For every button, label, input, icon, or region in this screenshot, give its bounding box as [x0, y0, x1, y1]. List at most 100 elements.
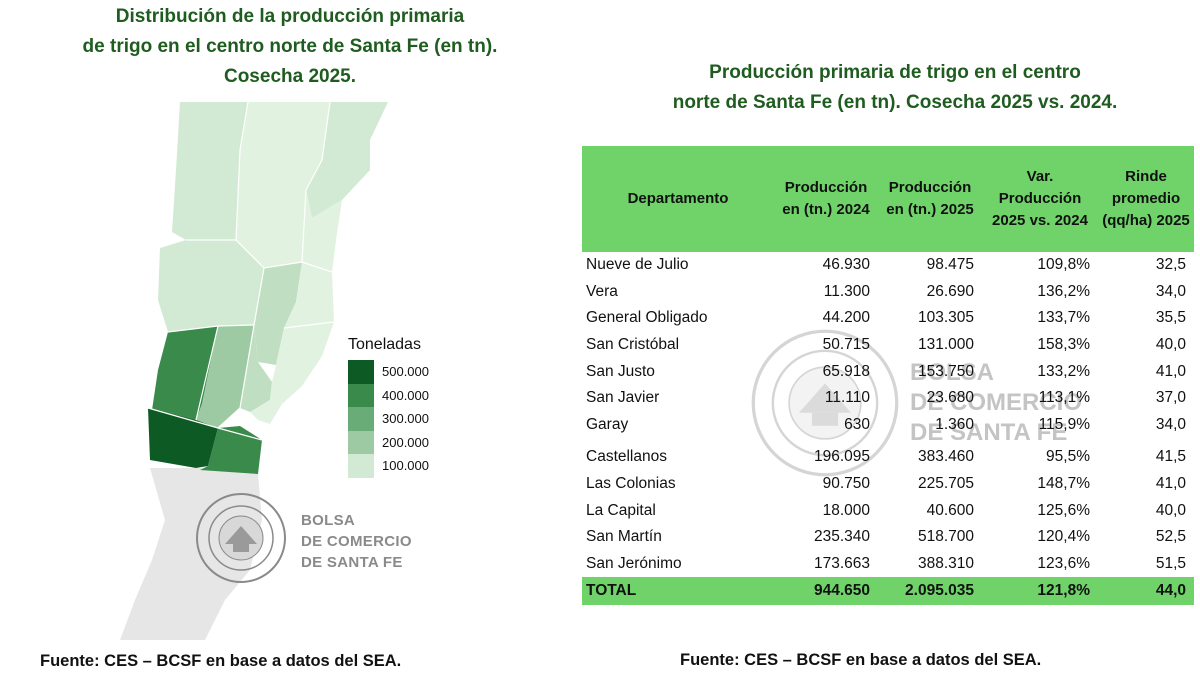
legend-swatch [348, 430, 374, 454]
cell-departamento: TOTAL [582, 577, 774, 606]
map-region-las-colonias [196, 325, 254, 428]
legend-title: Toneladas [348, 336, 421, 353]
legend-swatch [348, 360, 374, 384]
cell-prod-2025: 2.095.035 [878, 577, 982, 606]
cell-var: 148,7% [1037, 475, 1090, 493]
table-total-row: TOTAL 944.650 2.095.035 121,8% 44,0 [582, 577, 1194, 606]
cell-departamento: San Javier [586, 389, 660, 407]
legend-label: 200.000 [382, 434, 429, 450]
legend-item: 300.000 [348, 407, 468, 431]
legend-item: 400.000 [348, 383, 468, 407]
cell-departamento: San Cristóbal [586, 336, 680, 354]
cell-prod-2024: 11.300 [823, 282, 870, 300]
column-header: Departamento [582, 146, 774, 252]
map-region-la-capital [240, 325, 272, 412]
cell-rinde: 44,0 [1098, 577, 1194, 606]
cell-prod-2024: 630 [844, 415, 870, 433]
table-title-line: Producción primaria de trigo en el centr… [709, 62, 1081, 83]
cell-var: 136,2% [1037, 282, 1090, 300]
cell-prod-2025: 383.460 [917, 448, 974, 466]
column-header: Var. Producción 2025 vs. 2024 [982, 146, 1098, 252]
cell-var: 109,8% [1037, 256, 1090, 274]
cell-prod-2024: 90.750 [822, 475, 870, 493]
cell-prod-2025: 153.750 [917, 362, 974, 380]
cell-departamento: Vera [586, 282, 618, 300]
cell-prod-2025: 225.705 [917, 475, 974, 493]
cell-departamento: Garay [586, 415, 629, 433]
legend-item: 200.000 [348, 430, 468, 454]
table-row: Las Colonias 90.750 225.705 148,7% 41,0 [582, 471, 1194, 498]
column-header: Producción en (tn.) 2024 [774, 146, 878, 252]
cell-var: 113,1% [1038, 389, 1090, 407]
legend-label: 400.000 [382, 387, 429, 403]
cell-prod-2024: 50.715 [822, 336, 870, 354]
map-region-san-jeronimo [200, 426, 262, 474]
choropleth-map [120, 101, 388, 640]
table-row: San Justo 65.918 153.750 133,2% 41,0 [582, 358, 1194, 385]
table-row: San Javier 11.110 23.680 113,1% 37,0 [582, 385, 1194, 412]
cell-prod-2025: 98.475 [926, 256, 974, 274]
map-region-general-obligado-south [302, 190, 342, 272]
table-title-line: norte de Santa Fe (en tn). Cosecha 2025 … [672, 92, 1118, 113]
table-row: Garay 630 1.360 115,9% 34,0 [582, 412, 1194, 439]
table-row: General Obligado 44.200 103.305 133,7% 3… [582, 305, 1194, 332]
table-row: Castellanos 196.095 383.460 95,5% 41,5 [582, 438, 1194, 471]
watermark-line: DE COMERCIO [910, 389, 1083, 416]
cell-departamento: San Martín [586, 528, 662, 546]
cell-rinde: 40,0 [1155, 336, 1186, 354]
cell-prod-2025: 26.690 [926, 282, 974, 300]
cell-departamento: Nueve de Julio [586, 256, 689, 274]
cell-rinde: 34,0 [1155, 282, 1186, 300]
cell-rinde: 41,5 [1155, 448, 1186, 466]
seal-watermark-icon [196, 493, 286, 583]
cell-prod-2025: 103.305 [917, 309, 974, 327]
cell-prod-2025: 131.000 [917, 336, 974, 354]
cell-departamento: Castellanos [586, 448, 667, 466]
cell-rinde: 41,0 [1155, 475, 1186, 493]
map-region-garay-south [250, 382, 282, 424]
source-note: Fuente: CES – BCSF en base a datos del S… [680, 651, 1042, 669]
legend-swatch [348, 383, 374, 407]
cell-rinde: 34,0 [1155, 415, 1186, 433]
cell-rinde: 41,0 [1155, 362, 1186, 380]
seal-watermark-text: BOLSA DE COMERCIO DE SANTA FE [910, 358, 1082, 448]
map-title-line: de trigo en el centro norte de Santa Fe … [82, 36, 498, 57]
table-header-row: Departamento Producción en (tn.) 2024 Pr… [582, 146, 1194, 252]
table-row: San Martín 235.340 518.700 120,4% 52,5 [582, 524, 1194, 551]
cell-prod-2025: 518.700 [917, 528, 974, 546]
cell-prod-2024: 196.095 [813, 448, 870, 466]
legend-item: 500.000 [348, 360, 468, 384]
map-region-san-javier [284, 262, 334, 332]
cell-var: 120,4% [1037, 528, 1090, 546]
legend-label: 300.000 [382, 411, 429, 427]
map-borders [147, 101, 335, 441]
watermark-line: BOLSA [910, 359, 994, 386]
cell-var: 158,3% [1037, 336, 1090, 354]
map-region-vera [236, 102, 330, 268]
cell-departamento: Las Colonias [586, 475, 676, 493]
cell-rinde: 52,5 [1155, 528, 1186, 546]
cell-prod-2025: 23.680 [926, 389, 974, 407]
map-legend: Toneladas 500.000 400.000 300.000 200.00… [348, 336, 468, 478]
watermark-line: BOLSA [301, 512, 355, 529]
cell-var: 123,6% [1037, 554, 1090, 572]
cell-prod-2024: 44.200 [822, 309, 870, 327]
cell-prod-2025: 1.360 [935, 415, 974, 433]
map-title-line: Cosecha 2025. [223, 66, 357, 87]
map-region-san-cristobal [158, 240, 264, 332]
cell-rinde: 51,5 [1155, 554, 1186, 572]
cell-departamento: La Capital [586, 501, 656, 519]
map-title-line: Distribución de la producción primaria [115, 6, 465, 27]
cell-rinde: 37,0 [1155, 389, 1186, 407]
seal-watermark-text: BOLSA DE COMERCIO DE SANTA FE [301, 510, 412, 573]
cell-var: 95,5% [1046, 448, 1090, 466]
cell-rinde: 40,0 [1155, 501, 1186, 519]
cell-departamento: General Obligado [586, 309, 708, 327]
watermark-line: DE SANTA FE [910, 419, 1068, 446]
column-header: Producción en (tn.) 2025 [878, 146, 982, 252]
cell-prod-2025: 40.600 [926, 501, 974, 519]
cell-prod-2024: 235.340 [813, 528, 870, 546]
production-table: Departamento Producción en (tn.) 2024 Pr… [582, 146, 1194, 606]
table-title: Producción primaria de trigo en el centr… [610, 58, 1180, 118]
table-row: La Capital 18.000 40.600 125,6% 40,0 [582, 497, 1194, 524]
